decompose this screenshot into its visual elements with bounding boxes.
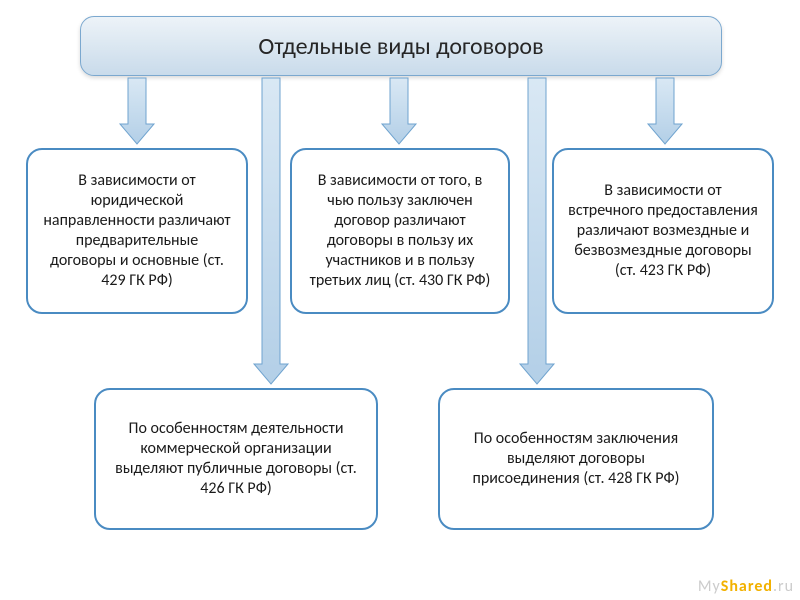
title-box: Отдельные виды договоров	[80, 16, 722, 76]
node-beneficiary: В зависимости от того, в чью пользу закл…	[290, 148, 510, 314]
arrow-to-n4	[254, 78, 288, 384]
arrow-to-n5	[520, 78, 554, 384]
node-text: В зависимости от юридической направленно…	[42, 171, 232, 291]
node-adhesion-contracts: По особенностям заключения выделяют дого…	[438, 388, 714, 530]
watermark: MyShared.ru	[698, 577, 794, 596]
arrow-to-n3	[648, 78, 682, 144]
node-text: По особенностям заключения выделяют дого…	[454, 429, 698, 489]
watermark-part3: .ru	[773, 577, 794, 596]
node-text: В зависимости от того, в чью пользу закл…	[306, 171, 494, 291]
watermark-part1: My	[698, 577, 721, 596]
watermark-part2: Shared	[721, 577, 773, 596]
node-public-contracts: По особенностям деятельности коммерческо…	[94, 388, 378, 530]
arrow-to-n2	[382, 78, 416, 144]
node-text: По особенностям деятельности коммерческо…	[110, 419, 362, 499]
node-consideration: В зависимости от встречного предоставлен…	[552, 148, 774, 314]
node-text: В зависимости от встречного предоставлен…	[568, 181, 758, 281]
arrow-to-n1	[120, 78, 154, 144]
title-text: Отдельные виды договоров	[258, 32, 543, 61]
node-legal-orientation: В зависимости от юридической направленно…	[26, 148, 248, 314]
